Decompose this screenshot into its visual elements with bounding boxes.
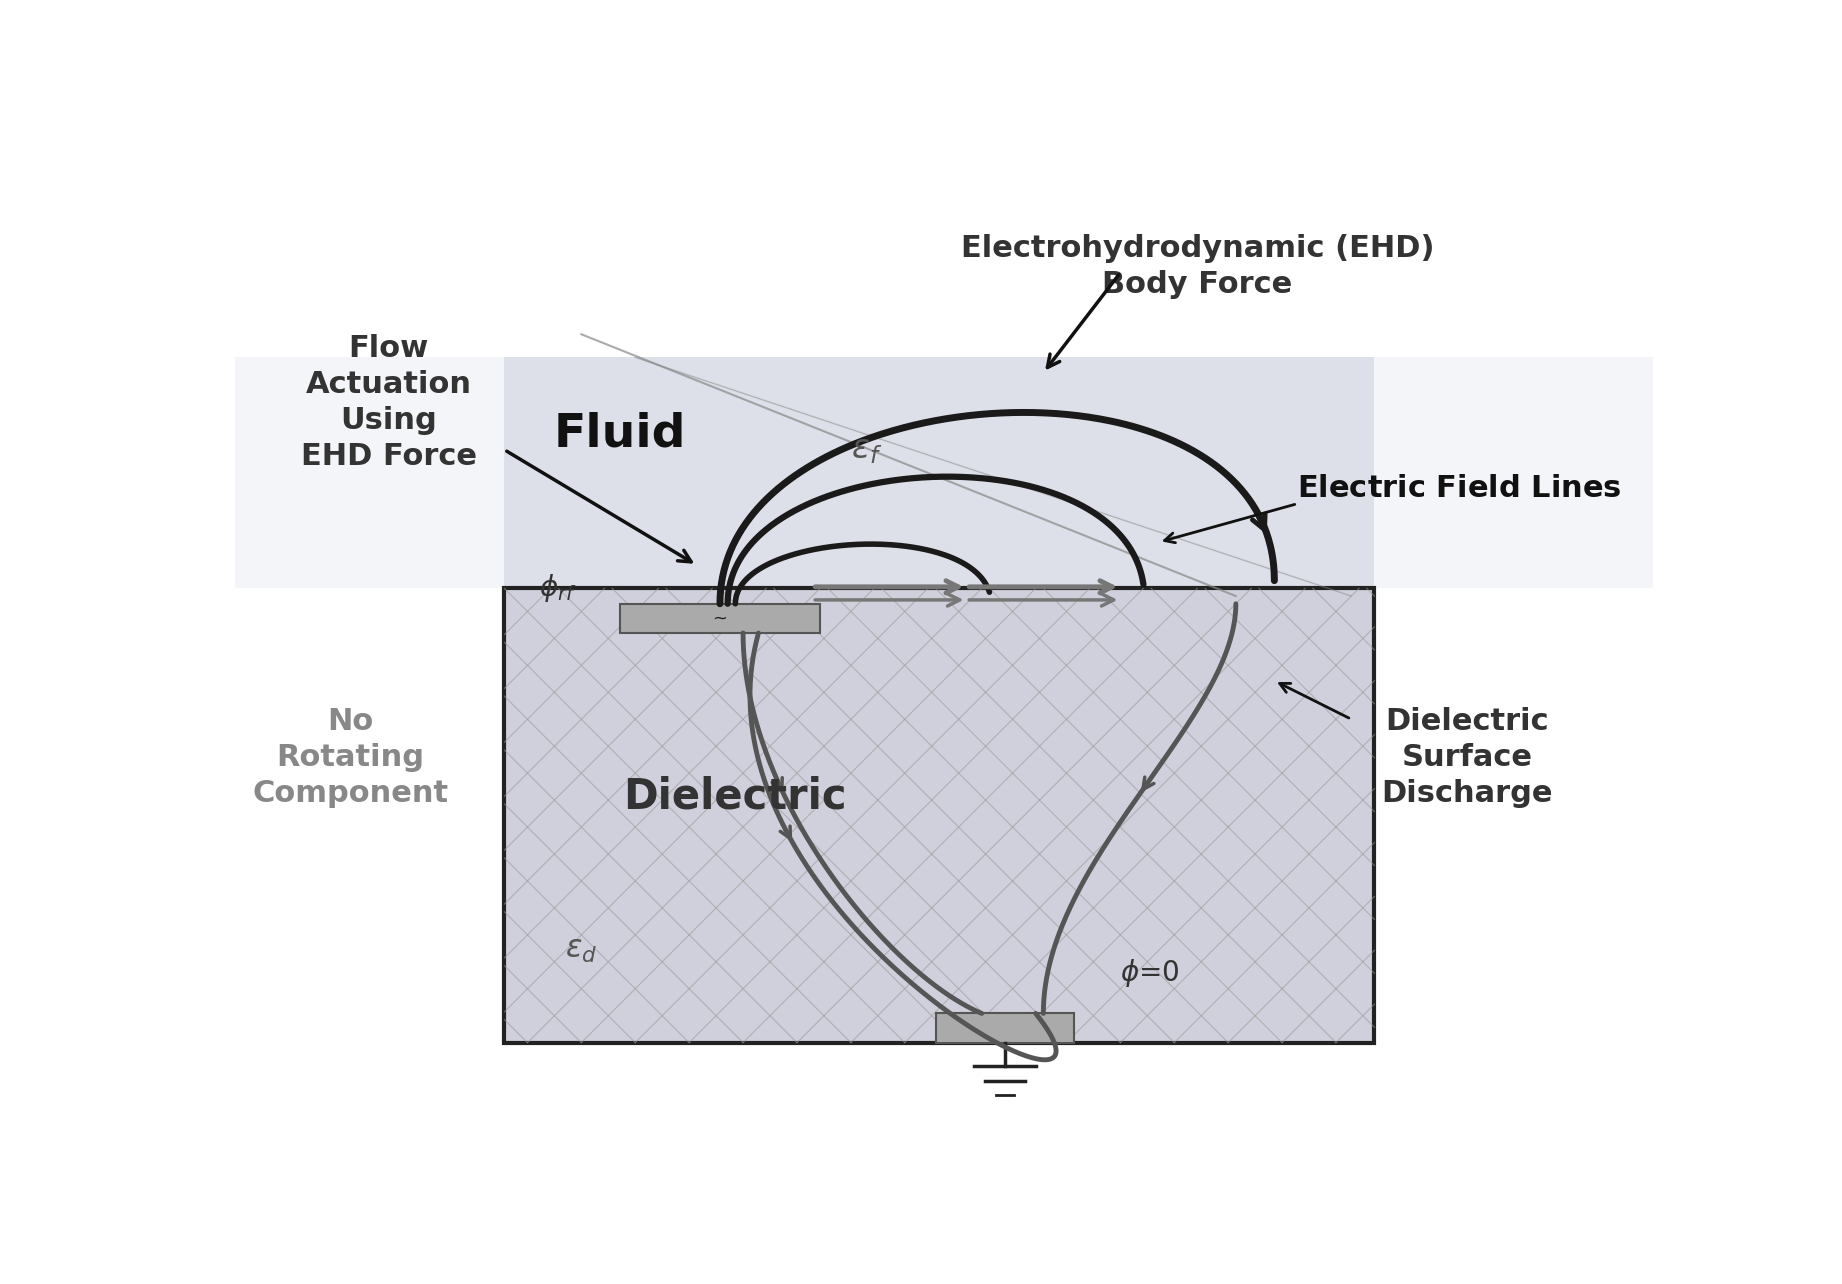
FancyBboxPatch shape xyxy=(505,357,1374,588)
Text: $\varepsilon_f$: $\varepsilon_f$ xyxy=(851,433,882,466)
Text: Dielectric: Dielectric xyxy=(624,776,847,817)
Text: Flow
Actuation
Using
EHD Force: Flow Actuation Using EHD Force xyxy=(300,334,477,471)
Bar xyxy=(621,603,820,633)
Text: $\varepsilon_d$: $\varepsilon_d$ xyxy=(565,936,597,964)
Text: $\phi_{rf}$: $\phi_{rf}$ xyxy=(540,573,577,605)
Bar xyxy=(936,1013,1074,1043)
Text: No
Rotating
Component: No Rotating Component xyxy=(252,707,448,808)
Text: Electrohydrodynamic (EHD)
Body Force: Electrohydrodynamic (EHD) Body Force xyxy=(962,234,1435,299)
Text: Fluid: Fluid xyxy=(554,412,685,457)
Bar xyxy=(505,588,1374,1043)
Text: $\mathbf{E}$lectric Field Lines: $\mathbf{E}$lectric Field Lines xyxy=(1297,474,1623,503)
Text: $\phi$=0: $\phi$=0 xyxy=(1120,958,1179,990)
Text: Dielectric
Surface
Discharge: Dielectric Surface Discharge xyxy=(1382,707,1553,808)
Text: ~: ~ xyxy=(713,610,728,628)
Bar xyxy=(236,357,1654,588)
Bar xyxy=(505,588,1374,1043)
